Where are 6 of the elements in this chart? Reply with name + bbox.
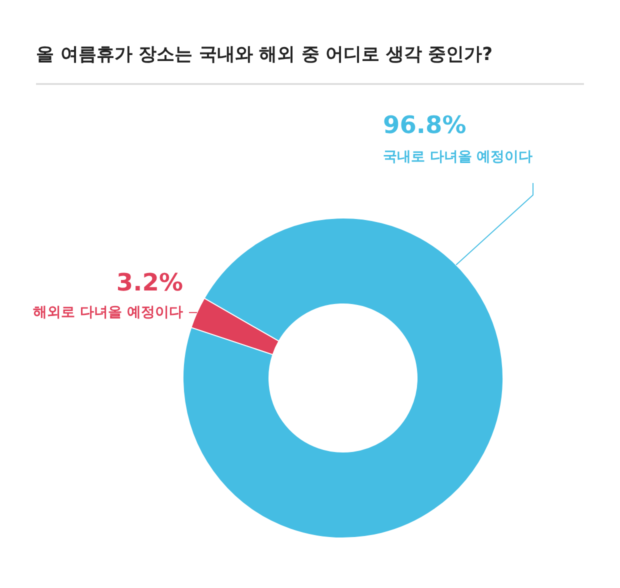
data-label: 96.8% bbox=[383, 111, 466, 139]
donut-slice bbox=[190, 298, 280, 356]
chart-title: 올 여름휴가 장소는 국내와 해외 중 어디로 생각 중인가? bbox=[36, 44, 493, 65]
data-label: 3.2% bbox=[116, 268, 183, 297]
slice-label: 국내로 다녀올 예정이다 bbox=[383, 149, 533, 165]
slice-label: 해외로 다녀올 예정이다 bbox=[33, 304, 183, 321]
